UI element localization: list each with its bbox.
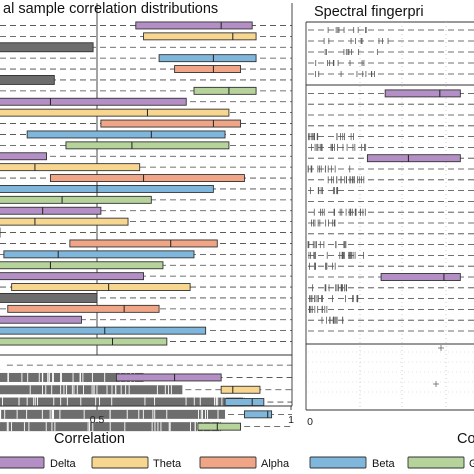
right-x-tick-label-0: 0 (307, 416, 313, 428)
legend-swatch-delta (0, 456, 45, 469)
legend: Delta Theta Alpha Beta G (0, 456, 474, 470)
box-gamma (197, 422, 242, 431)
legend-swatch-gamma (407, 456, 465, 469)
box-delta (366, 154, 461, 163)
broadband-bar (0, 397, 245, 407)
left-panel (0, 3, 293, 432)
box-delta (0, 97, 187, 106)
box-alpha (100, 119, 242, 128)
box-broadband (0, 74, 55, 85)
broadband-bar (0, 409, 226, 419)
box-delta (0, 206, 102, 215)
box-delta (0, 315, 82, 324)
box-gamma (65, 141, 230, 150)
legend-label-beta: Beta (372, 458, 396, 470)
box-theta (143, 32, 257, 41)
legend-label-theta: Theta (153, 458, 182, 470)
box-delta (384, 89, 461, 98)
box-gamma (0, 261, 164, 270)
box-alpha (69, 239, 218, 248)
legend-label-gamma: G (469, 458, 474, 470)
box-alpha (7, 304, 160, 313)
box-alpha (49, 174, 245, 183)
box-beta (0, 326, 207, 335)
right-panel (305, 21, 474, 411)
box-broadband (0, 42, 94, 53)
box-gamma (0, 337, 168, 346)
legend-swatch-theta (91, 456, 149, 469)
box-beta (158, 54, 257, 63)
box-theta (11, 283, 191, 291)
box-delta (135, 21, 253, 30)
box-beta (243, 410, 273, 419)
box-theta (220, 385, 261, 394)
legend-swatch-alpha (199, 456, 257, 469)
box-broadband (0, 293, 98, 303)
right-x-axis-label: Co (457, 431, 474, 447)
box-theta (0, 108, 230, 117)
box-theta (0, 163, 141, 172)
box-delta (0, 152, 48, 161)
box-beta (3, 250, 195, 259)
box-delta (115, 373, 222, 382)
legend-swatch-beta (309, 456, 367, 469)
box-delta (380, 273, 461, 281)
left-x-axis-label: Correlation (54, 431, 125, 447)
left-chart-title: al sample correlation distributions (3, 1, 218, 17)
x-tick-label-0-5: 0.5 (90, 414, 105, 426)
x-tick-label-1: 1 (288, 414, 294, 426)
box-delta (0, 272, 145, 281)
broadband-bar (0, 385, 183, 395)
box-beta (26, 130, 226, 139)
legend-label-alpha: Alpha (261, 458, 290, 470)
box-alpha (174, 65, 242, 74)
box-beta (0, 184, 214, 193)
right-chart-title: Spectral fingerpri (314, 4, 424, 20)
box-gamma (0, 195, 152, 204)
broadband-bar (0, 372, 144, 382)
box-theta (0, 217, 129, 226)
box-beta (224, 398, 265, 406)
box-gamma (193, 86, 257, 95)
legend-label-delta: Delta (50, 458, 77, 470)
